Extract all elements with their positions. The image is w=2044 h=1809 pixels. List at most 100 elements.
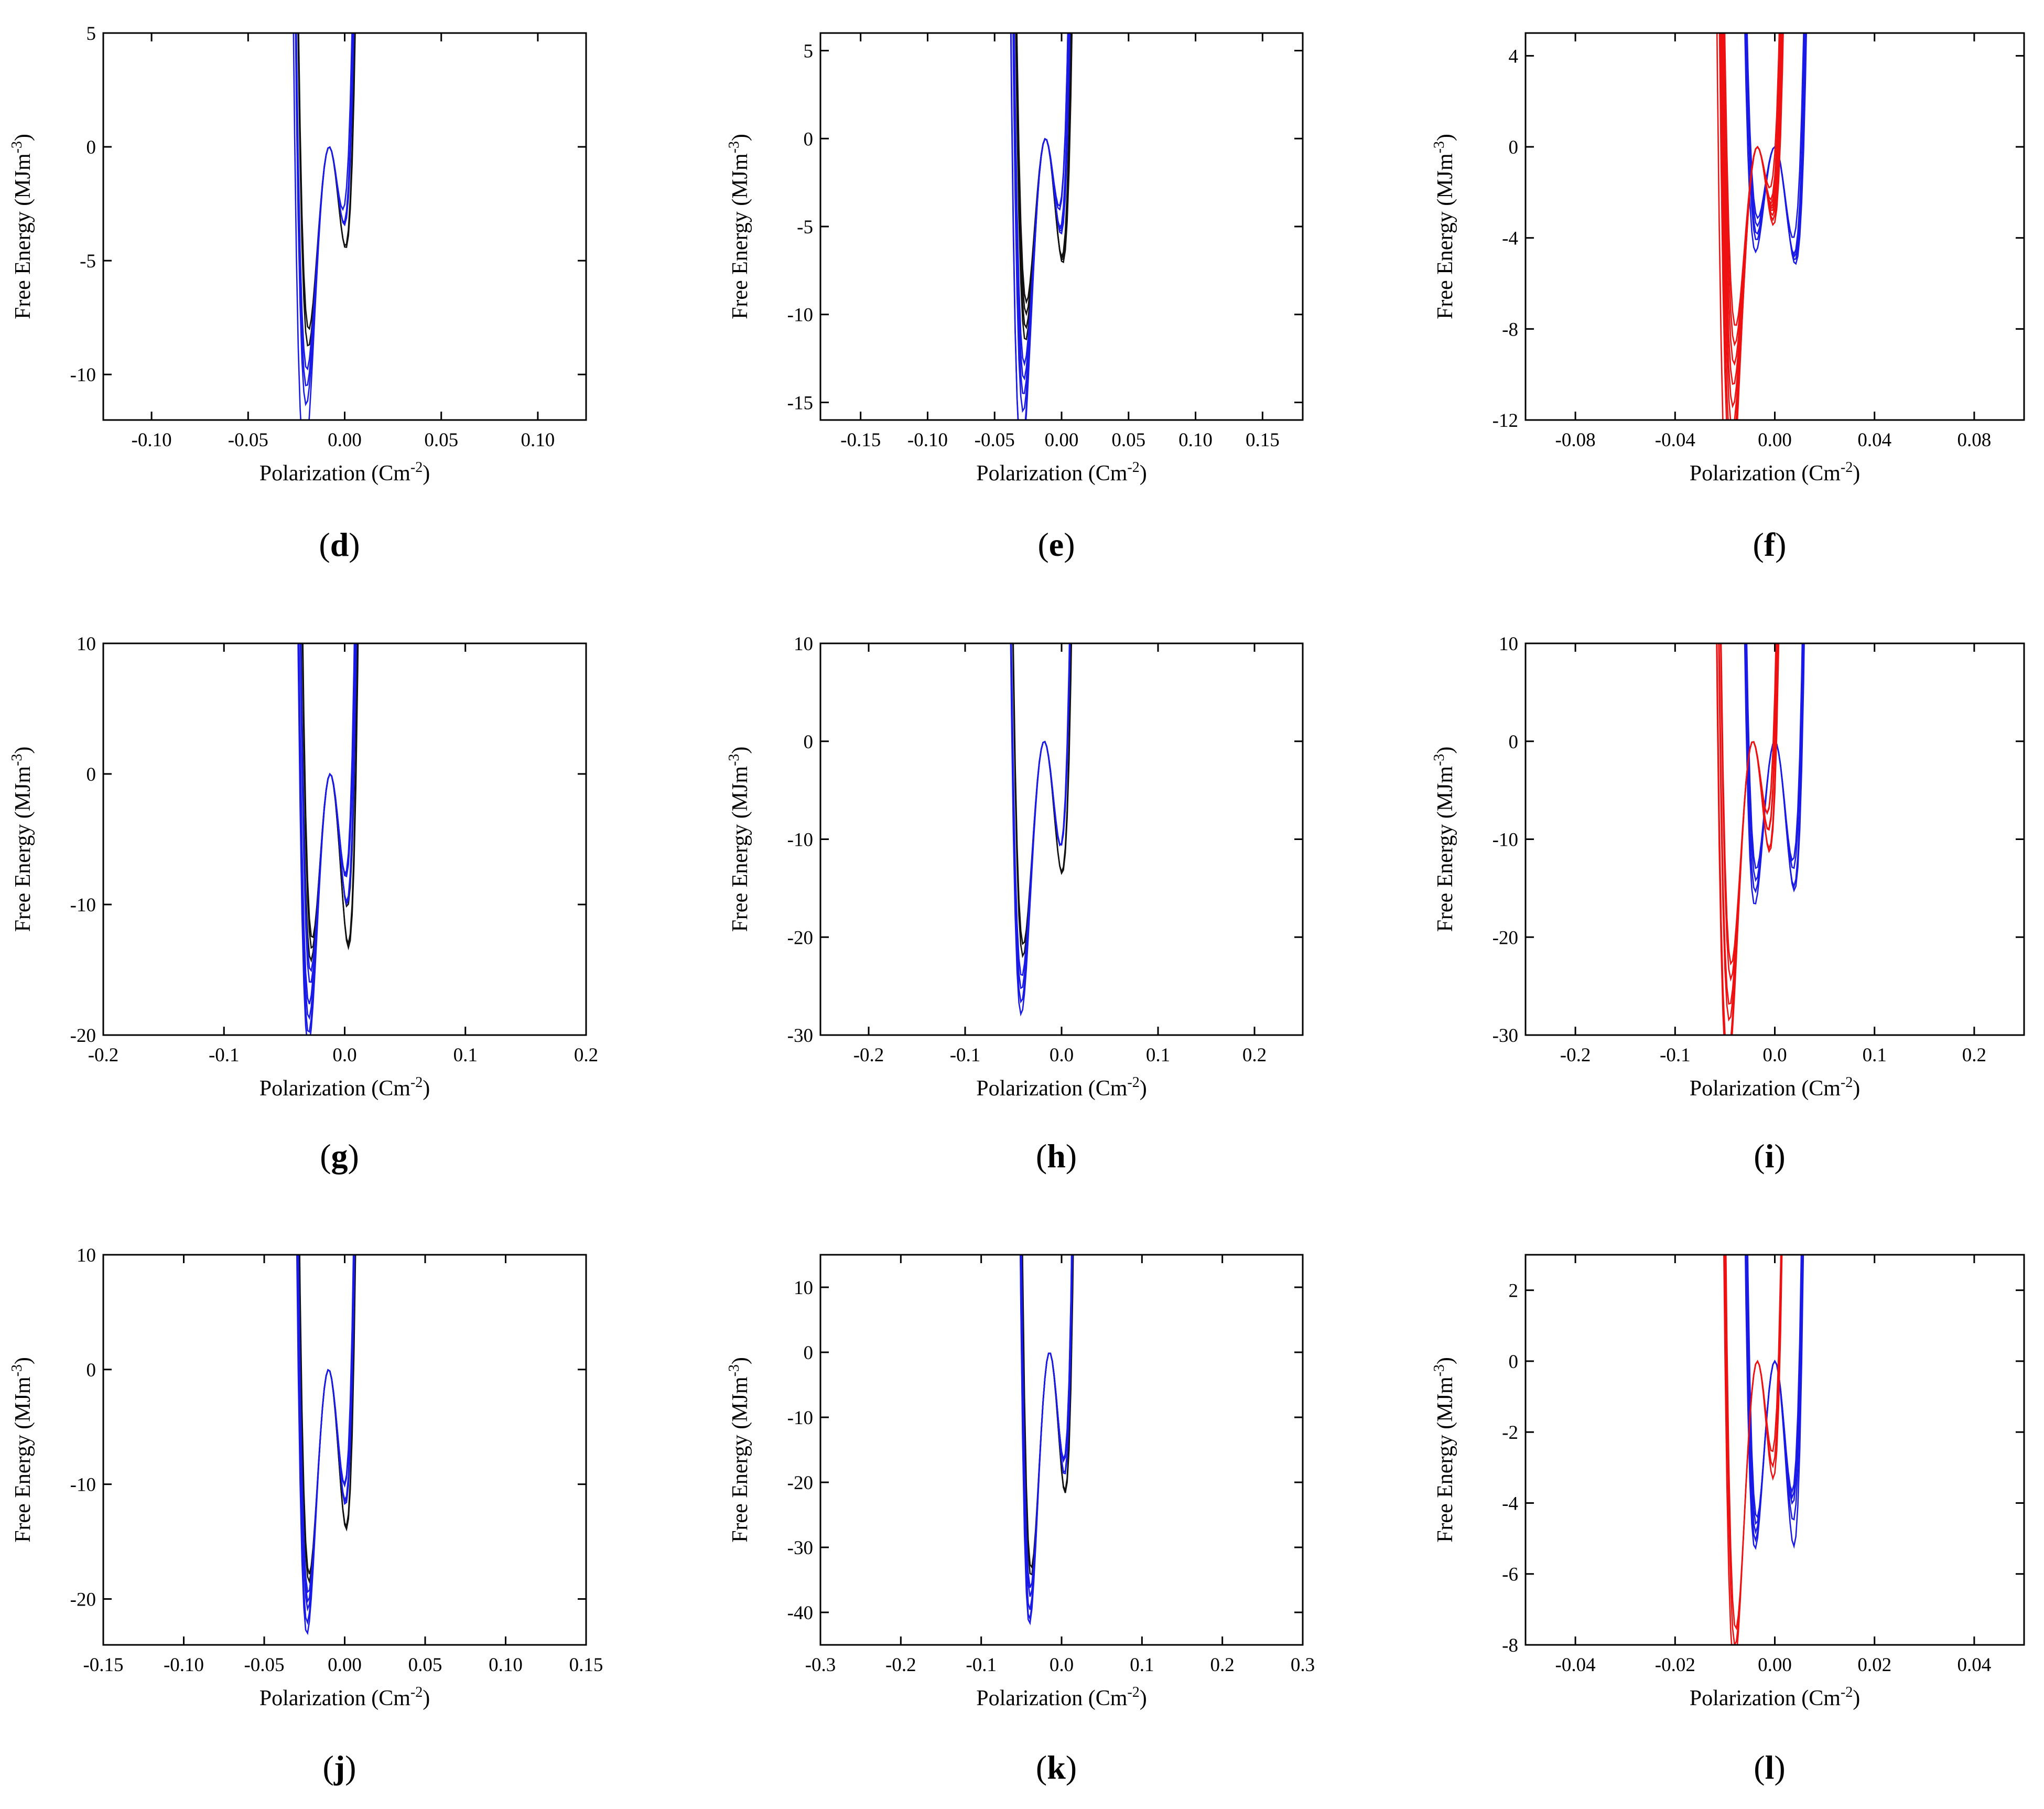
curve-blue-2	[297, 1255, 355, 1612]
curve-red-1	[1724, 1255, 1782, 1645]
curve-blue-0	[1010, 643, 1071, 976]
x-axis-label: Polarization (Cm-2)	[259, 1684, 430, 1710]
curve-blue-4	[1010, 33, 1069, 420]
panel-label-h: (h)	[1036, 1137, 1077, 1175]
curve-blue-2	[1010, 643, 1070, 1004]
x-tick-label: 0.00	[328, 429, 362, 451]
y-tick-label: 0	[86, 137, 96, 158]
y-tick-label: 0	[1509, 1351, 1519, 1373]
curve-blue-1	[1013, 33, 1070, 381]
x-tick-label: -0.1	[966, 1654, 997, 1676]
x-tick-label: 0.05	[424, 429, 458, 451]
y-axis-label: Free Energy (MJm-3)	[1431, 747, 1457, 932]
panel-label-e: (e)	[1037, 526, 1075, 563]
x-tick-label: -0.2	[88, 1045, 119, 1066]
curve-blue-1	[1746, 1255, 1803, 1525]
y-tick-label: 0	[804, 128, 814, 150]
curve-red-4	[1721, 33, 1782, 409]
y-axis-label: Free Energy (MJm-3)	[726, 134, 752, 319]
curve-blue-0	[1021, 1255, 1074, 1588]
x-tick-label: -0.02	[1655, 1654, 1695, 1676]
x-tick-label: -0.05	[228, 429, 268, 451]
y-tick-label: -12	[1493, 410, 1518, 432]
y-tick-label: 0	[1509, 137, 1519, 158]
curve-blue-3	[296, 1255, 354, 1625]
y-tick-label: 10	[794, 633, 813, 655]
series-group-j	[296, 1255, 356, 1635]
x-tick-label: 0.15	[569, 1654, 603, 1676]
curve-black-1	[1015, 33, 1073, 317]
chart-panel-d: -0.10 -0.05 0.00 0.05 0.10 -10 -5 0 5 Polarizatio…	[9, 23, 587, 563]
x-tick-label: -0.10	[164, 1654, 204, 1676]
x-tick-label: 0.04	[1958, 1654, 1992, 1676]
x-tick-label: 0.1	[1146, 1045, 1170, 1066]
y-axis-label: Free Energy (MJm-3)	[1431, 134, 1457, 319]
y-tick-label: 0	[804, 1342, 814, 1364]
curve-blue-3	[1010, 643, 1070, 1017]
curve-black-0	[298, 33, 356, 330]
x-tick-label: 0.2	[1962, 1045, 1986, 1066]
y-axis-label: Free Energy (MJm-3)	[726, 747, 752, 932]
x-tick-label: 0.0	[1050, 1654, 1074, 1676]
x-tick-label: 0.05	[408, 1654, 442, 1676]
x-tick-label: -0.2	[853, 1045, 884, 1066]
x-tick-label: 0.3	[1291, 1654, 1315, 1676]
curve-blue-4	[1020, 1255, 1073, 1625]
y-tick-label: -20	[1493, 927, 1518, 949]
x-tick-label: 0.02	[1857, 1654, 1891, 1676]
curve-red-0	[1724, 33, 1784, 326]
chart-panel-e: -0.15 -0.10 -0.05 0.00 0.05 0.10 0.15 -15 -10 -5 0…	[726, 32, 1304, 563]
curve-blue-4	[1745, 1255, 1802, 1550]
x-tick-label: -0.3	[805, 1654, 836, 1676]
y-tick-label: -5	[80, 251, 96, 272]
y-tick-label: 10	[77, 1245, 96, 1266]
x-tick-label: -0.10	[132, 429, 172, 451]
y-tick-label: -20	[787, 1472, 813, 1494]
x-tick-label: -0.08	[1555, 429, 1596, 451]
curve-blue-0	[300, 643, 358, 973]
chart-panel-j: -0.15 -0.10 -0.05 0.00 0.05 0.10 0.15 -20 -10 0 10…	[9, 1245, 603, 1786]
y-tick-label: -30	[787, 1025, 813, 1047]
y-tick-label: -20	[70, 1025, 96, 1047]
y-tick-label: -20	[70, 1589, 96, 1610]
x-tick-label: 0.0	[1762, 1045, 1787, 1066]
y-tick-label: -30	[1493, 1025, 1518, 1047]
x-tick-label: 0.2	[1210, 1654, 1235, 1676]
curve-blue-2	[298, 643, 356, 1005]
curve-red-0	[1720, 643, 1780, 966]
y-axis-label: Free Energy (MJm-3)	[1431, 1357, 1457, 1543]
curve-black-0	[1016, 33, 1073, 305]
x-axis-label: Polarization (Cm-2)	[259, 459, 430, 486]
curve-red-3	[1722, 33, 1782, 385]
curve-red-6	[1719, 33, 1781, 420]
x-tick-label: 0.08	[1958, 429, 1992, 451]
chart-panel-f: -0.08 -0.04 0.00 0.04 0.08 -12 -8 -4 0 4 Polarizat…	[1431, 32, 2025, 563]
curve-red-2	[1722, 33, 1783, 367]
y-tick-label: 0	[804, 731, 814, 753]
x-tick-label: -0.2	[1560, 1045, 1591, 1066]
curve-red-1	[1723, 33, 1783, 347]
y-tick-label: 0	[1509, 731, 1519, 753]
y-axis-label: Free Energy (MJm-3)	[9, 134, 35, 319]
x-axis-label: Polarization (Cm-2)	[1690, 1684, 1860, 1710]
x-tick-label: -0.15	[83, 1654, 123, 1676]
y-tick-label: -10	[1493, 830, 1518, 851]
curve-red-5	[1720, 33, 1782, 420]
curve-blue-1	[1021, 1255, 1073, 1597]
curve-red-0	[1725, 1255, 1783, 1631]
panel-label-k: (k)	[1036, 1749, 1077, 1786]
curve-blue-0	[295, 33, 355, 371]
y-tick-label: -10	[70, 1474, 96, 1496]
y-tick-label: -15	[787, 392, 813, 414]
x-tick-label: -0.10	[907, 429, 948, 451]
x-tick-label: 0.2	[574, 1045, 598, 1066]
curve-blue-2	[295, 33, 354, 406]
y-tick-label: -4	[1502, 1493, 1518, 1514]
y-tick-label: -10	[70, 895, 96, 916]
curve-blue-0	[1747, 1255, 1804, 1549]
panel-label-l: (l)	[1754, 1749, 1785, 1786]
y-tick-label: -4	[1502, 228, 1518, 250]
x-tick-label: 0.1	[453, 1045, 478, 1066]
curve-black-0	[299, 1255, 356, 1575]
